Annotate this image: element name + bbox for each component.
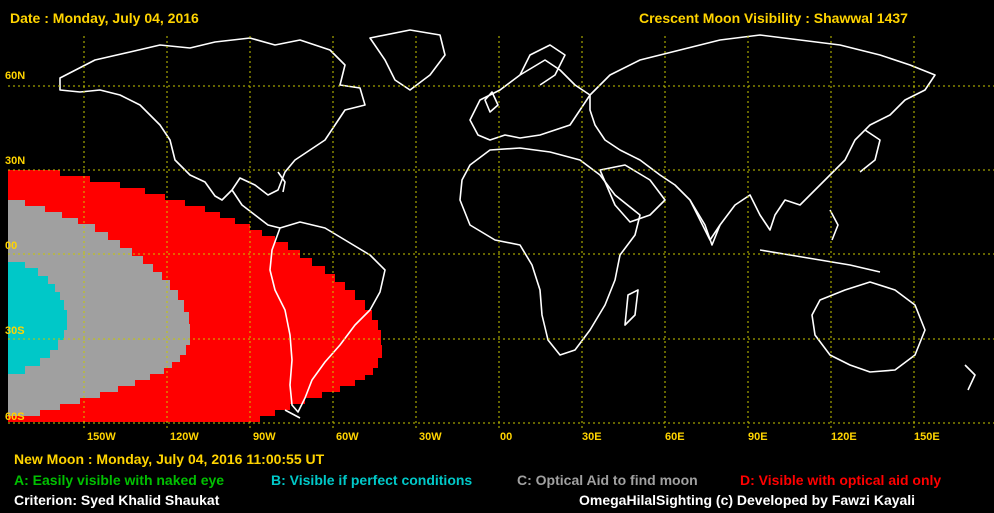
lon-label-150e: 150E <box>914 431 940 443</box>
asia-outline <box>589 34 936 241</box>
lat-label-30s: 30S <box>5 325 25 337</box>
arabia-outline <box>599 164 666 223</box>
lat-label-60s: 60S <box>5 411 25 423</box>
legend-a: A: Easily visible with naked eye <box>14 472 225 488</box>
lon-label-00: 00 <box>500 431 513 443</box>
australia-outline <box>811 281 926 373</box>
visibility-zones <box>8 170 382 422</box>
map-title: Crescent Moon Visibility : Shawwal 1437 <box>639 10 908 26</box>
criterion-label: Criterion: Syed Khalid Shaukat <box>14 492 220 508</box>
antarctic-peninsula-outline <box>284 409 301 419</box>
british-isles-outline <box>484 91 499 113</box>
lat-label-equator: 00 <box>5 240 18 252</box>
legend-c: C: Optical Aid to find moon <box>517 472 698 488</box>
south-america-outline <box>269 221 386 413</box>
india-outline <box>689 199 721 246</box>
lat-label-30n: 30N <box>5 155 26 167</box>
europe-outline <box>469 59 591 141</box>
japan-outline <box>859 129 881 173</box>
lon-label-90w: 90W <box>253 431 276 443</box>
legend-b: B: Visible if perfect conditions <box>271 472 473 488</box>
philippines-outline <box>829 209 839 241</box>
lon-label-150w: 150W <box>87 431 116 443</box>
scandinavia-outline <box>519 44 566 86</box>
lon-label-120w: 120W <box>170 431 199 443</box>
lon-label-30w: 30W <box>419 431 442 443</box>
madagascar-outline <box>624 289 639 326</box>
greenland-outline <box>369 29 446 91</box>
lon-label-30e: 30E <box>582 431 602 443</box>
new-zealand-outline <box>964 364 976 391</box>
land-outlines <box>59 29 976 419</box>
lon-label-90e: 90E <box>748 431 768 443</box>
date-label: Date : Monday, July 04, 2016 <box>10 10 199 26</box>
lon-label-120e: 120E <box>831 431 857 443</box>
credit-label: OmegaHilalSighting (c) Developed by Fawz… <box>579 492 916 508</box>
lat-label-60n: 60N <box>5 70 26 82</box>
lat-lon-grid <box>8 36 994 428</box>
new-moon-label: New Moon : Monday, July 04, 2016 11:00:5… <box>14 451 325 467</box>
legend-d: D: Visible with optical aid only <box>740 472 942 488</box>
central-america-outline <box>231 189 281 229</box>
lon-label-60e: 60E <box>665 431 685 443</box>
lon-label-60w: 60W <box>336 431 359 443</box>
north-america-outline <box>59 37 366 201</box>
florida-outline <box>277 171 286 193</box>
zone-b-region <box>8 262 67 374</box>
africa-outline <box>459 147 641 356</box>
indonesia-outline <box>759 249 881 273</box>
